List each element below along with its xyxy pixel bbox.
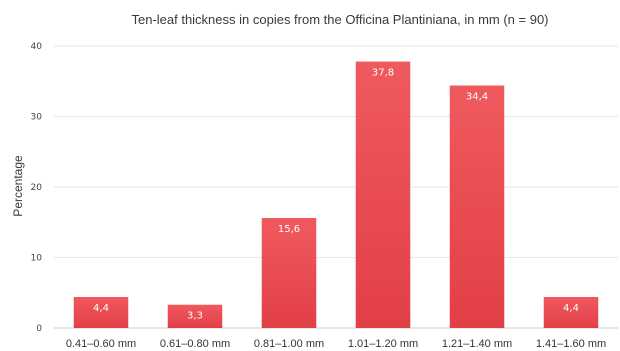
data-labels: 4,4 3,3 15,6 37,8 34,4 4,4 [93,68,579,322]
y-tick-label: 0 [36,324,42,334]
gridlines [54,45,618,329]
bar-value-label: 4,4 [93,303,109,314]
bar [73,296,129,328]
y-axis-label: Percentage [11,155,25,217]
chart-title: Ten-leaf thickness in copies from the Of… [131,12,548,27]
bar [261,218,317,328]
x-tick-label: 1.41–1.60 mm [536,338,606,350]
bar-value-label: 15,6 [278,224,300,235]
x-tick-label: 1.21–1.40 mm [442,338,512,350]
x-tick-label: 0.61–0.80 mm [160,338,230,350]
bar [543,296,599,328]
bars [73,61,599,328]
x-tick-label: 0.41–0.60 mm [66,338,136,350]
bar-value-label: 3,3 [187,311,203,322]
y-tick-label: 30 [31,113,43,123]
bar [167,304,223,328]
x-axis-ticks: 0.41–0.60 mm 0.61–0.80 mm 0.81–1.00 mm 1.01… [66,338,606,350]
bar-value-label: 37,8 [372,68,394,79]
x-tick-label: 1.01–1.20 mm [348,338,418,350]
y-tick-label: 10 [31,254,43,264]
bar [355,61,411,328]
bar-value-label: 4,4 [563,303,579,314]
x-tick-label: 0.81–1.00 mm [254,338,324,350]
y-axis-ticks: 0 10 20 30 40 [31,42,43,334]
y-tick-label: 20 [31,183,43,193]
bar [449,85,505,328]
y-tick-label: 40 [31,42,43,52]
bar-value-label: 34,4 [466,91,488,102]
